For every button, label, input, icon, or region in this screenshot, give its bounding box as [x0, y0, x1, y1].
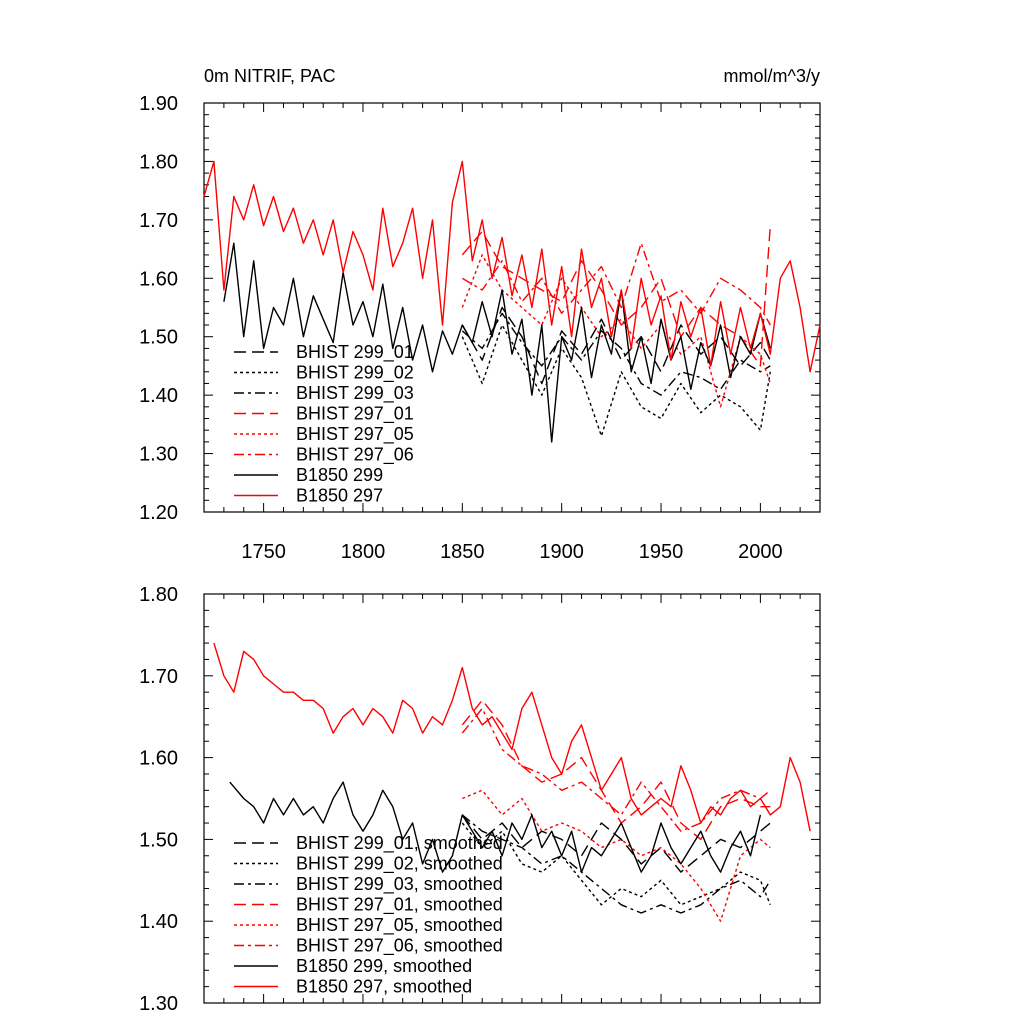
x-tick-label: 1800 [341, 541, 386, 563]
top-panel: 1750 1800 1850 1900 1950 2000 1.20 1.30 1.40 1.50… [139, 93, 821, 563]
y-tick-label: 1.30 [139, 444, 178, 466]
series-line-7 [203, 160, 821, 373]
legend-label: BHIST 297_05 [296, 424, 414, 445]
x-tick-label: 1750 [241, 541, 286, 563]
series-line-6 [223, 242, 771, 443]
y-tick-label: 1.50 [139, 829, 178, 851]
y-tick-label: 1.40 [139, 911, 178, 933]
chart-title: 0m NITRIF, PAC [204, 66, 336, 86]
x-tick-label: 1850 [440, 541, 485, 563]
series-line-7 [213, 642, 811, 832]
x-tick-label: 2000 [738, 541, 783, 563]
y-tick-label: 1.50 [139, 327, 178, 349]
series-line-3 [461, 699, 771, 841]
y-tick-label: 1.60 [139, 268, 178, 290]
bottom-panel: 1.30 1.40 1.50 1.60 1.70 1.80 BHIST 299_01, sm… [139, 584, 821, 1015]
legend-label: BHIST 299_01, smoothed [296, 833, 503, 854]
series-line-4 [462, 789, 771, 922]
y-tick-label: 1.70 [139, 210, 178, 232]
x-tick-label: 1950 [639, 541, 684, 563]
plot-frame [203, 102, 821, 513]
y-tick-label: 1.20 [139, 502, 178, 524]
y-tick-label: 1.40 [139, 385, 178, 407]
y-tick-label: 1.30 [139, 993, 178, 1015]
legend-label: BHIST 297_06 [296, 445, 414, 466]
series-line-5 [461, 707, 771, 832]
units-label: mmol/m^3/y [724, 66, 820, 86]
legend-label: BHIST 299_03 [296, 383, 414, 404]
series-line-1 [461, 324, 771, 437]
legend-label: B1850 299 [296, 465, 383, 485]
series-line-6 [229, 781, 762, 873]
series-line-4 [461, 254, 771, 408]
legend-label: BHIST 299_03, smoothed [296, 874, 503, 895]
series-line-2 [461, 814, 771, 914]
legend-label: BHIST 297_05, smoothed [296, 915, 503, 936]
legend-label: B1850 299, smoothed [296, 956, 472, 976]
y-tick-label: 1.60 [139, 748, 178, 770]
series-line-3 [461, 225, 771, 367]
legend-label: BHIST 297_01, smoothed [296, 895, 503, 916]
legend-label: BHIST 297_01 [296, 404, 414, 425]
series-line-0 [461, 306, 771, 385]
plot-frame [203, 593, 821, 1004]
legend-label: B1850 297, smoothed [296, 977, 472, 997]
y-tick-label: 1.70 [139, 666, 178, 688]
legend-label: BHIST 299_02, smoothed [296, 854, 503, 875]
x-tick-label: 1900 [539, 541, 584, 563]
series-line-2 [461, 312, 771, 396]
legend-label: B1850 297 [296, 486, 383, 506]
y-tick-label: 1.90 [139, 93, 178, 115]
y-tick-label: 1.80 [139, 584, 178, 606]
legend-label: BHIST 299_02 [296, 363, 414, 384]
series-line-5 [461, 242, 771, 326]
series-line-1 [461, 822, 771, 906]
y-tick-label: 1.80 [139, 151, 178, 173]
series-line-0 [461, 814, 771, 873]
legend-label: BHIST 299_01 [296, 342, 414, 363]
legend-label: BHIST 297_06, smoothed [296, 936, 503, 957]
